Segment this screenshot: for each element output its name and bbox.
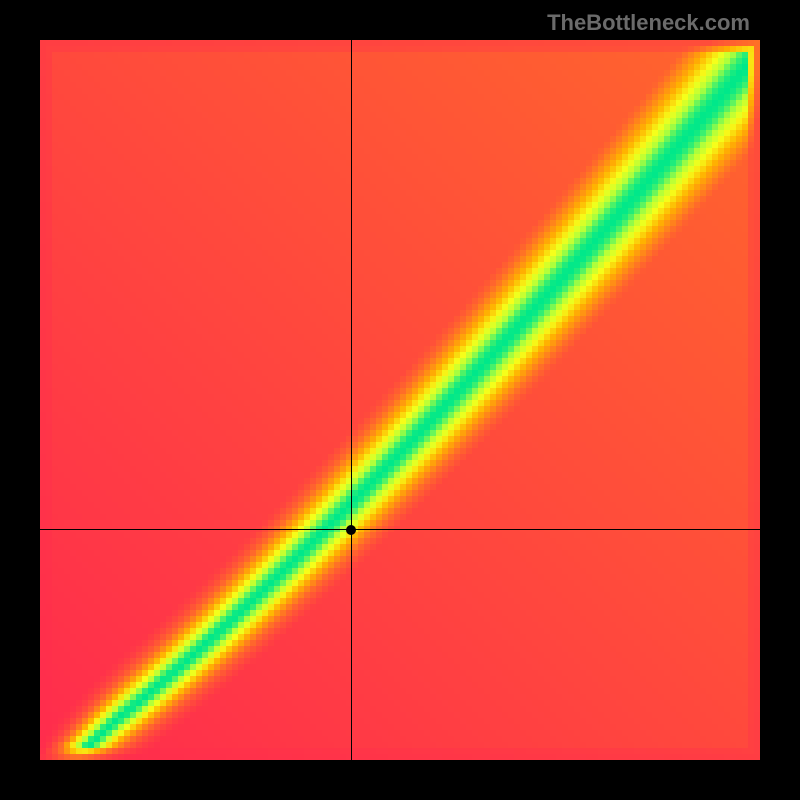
crosshair-dot <box>346 525 356 535</box>
crosshair-horizontal <box>40 529 760 530</box>
heatmap-canvas <box>40 40 760 760</box>
crosshair-vertical <box>351 40 352 760</box>
heatmap-plot <box>40 40 760 760</box>
watermark-text: TheBottleneck.com <box>547 10 750 36</box>
